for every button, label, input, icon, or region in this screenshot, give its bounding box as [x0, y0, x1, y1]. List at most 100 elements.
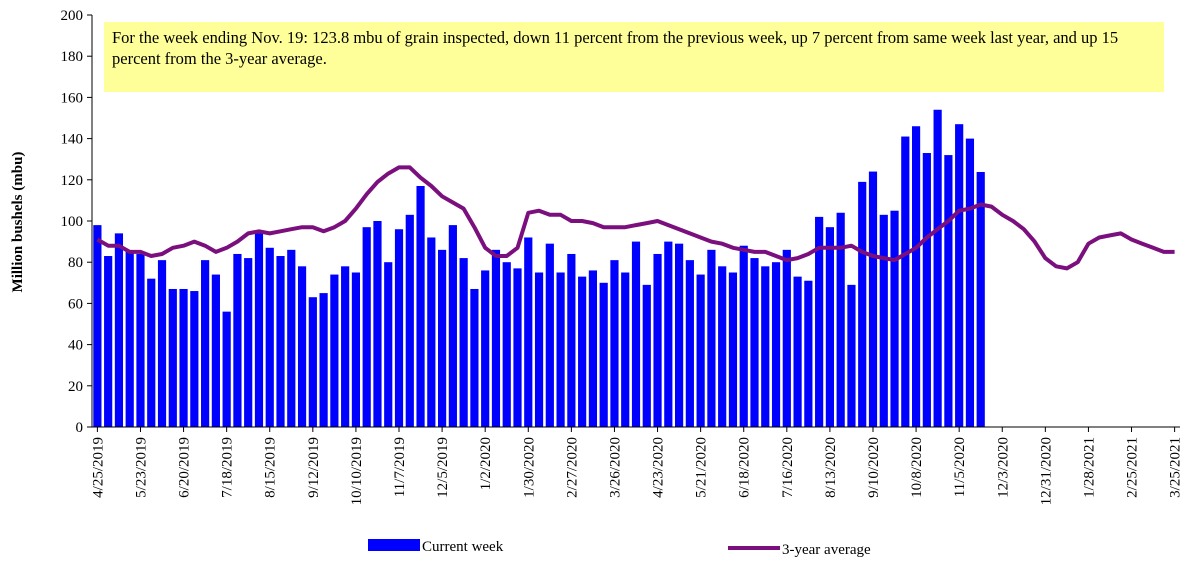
bar [157, 260, 167, 427]
bar [868, 171, 878, 427]
bar [351, 272, 361, 427]
bar [750, 258, 759, 427]
x-tick-label: 8/13/2020 [823, 437, 839, 498]
bar [944, 155, 953, 427]
bar [793, 276, 802, 427]
x-tick-label: 1/2/2020 [478, 437, 494, 490]
bar [394, 229, 404, 427]
bar [761, 266, 770, 427]
x-tick-label: 10/10/2019 [349, 437, 365, 505]
bar [341, 266, 350, 427]
bar [297, 266, 307, 427]
bar [707, 249, 716, 427]
bar [631, 241, 641, 427]
bar [222, 311, 231, 427]
bar [955, 124, 964, 428]
bar [179, 288, 188, 427]
bar [190, 291, 199, 427]
x-tick-label: 5/21/2020 [694, 437, 710, 498]
bar [739, 245, 748, 427]
bar [718, 266, 727, 427]
x-tick-label: 5/23/2019 [133, 437, 149, 498]
legend-label: 3-year average [782, 542, 871, 558]
bar [890, 210, 899, 427]
bar [265, 247, 274, 427]
bar [804, 280, 813, 427]
bar [125, 251, 134, 427]
y-tick-label: 160 [61, 90, 84, 106]
bar [588, 270, 598, 427]
bar [448, 225, 457, 427]
x-tick-label: 12/3/2020 [995, 437, 1011, 498]
bar [599, 282, 608, 427]
x-tick-label: 10/8/2020 [909, 437, 925, 498]
bar [114, 233, 124, 427]
bar [287, 249, 296, 427]
x-tick-label: 3/25/2021 [1168, 437, 1184, 498]
x-tick-label: 6/18/2020 [737, 437, 753, 498]
bar [567, 253, 576, 427]
y-tick-label: 180 [61, 49, 84, 65]
bar [815, 216, 824, 427]
y-tick-label: 20 [68, 379, 83, 395]
bar [254, 233, 264, 427]
bar [244, 258, 253, 427]
x-tick-label: 2/25/2021 [1125, 437, 1141, 498]
bar [976, 171, 985, 427]
y-axis-label: Million bushels (mbu) [10, 152, 26, 293]
bar [771, 262, 781, 427]
bar [933, 109, 942, 427]
y-tick-label: 40 [68, 338, 83, 354]
x-tick-label: 11/5/2020 [952, 437, 968, 497]
y-tick-label: 120 [61, 173, 84, 189]
x-tick-label: 4/23/2020 [651, 437, 667, 498]
bar [642, 284, 651, 427]
bar [491, 249, 501, 427]
bar [545, 243, 554, 427]
bar [653, 253, 662, 427]
bar [201, 260, 210, 427]
bar [373, 221, 382, 427]
bar [610, 260, 619, 427]
bar [621, 272, 630, 427]
bar [578, 276, 587, 427]
bar [405, 214, 414, 427]
bar [534, 272, 544, 427]
bar [911, 126, 921, 428]
bar [416, 185, 425, 427]
bar [825, 227, 834, 427]
x-tick-label: 3/26/2020 [607, 437, 623, 498]
bar [481, 270, 490, 427]
x-tick-label: 9/10/2020 [866, 437, 882, 498]
bar [104, 256, 113, 427]
x-tick-label: 1/30/2020 [521, 437, 537, 498]
x-tick-label: 4/25/2019 [90, 437, 106, 498]
bar [427, 237, 436, 427]
bar [168, 288, 177, 427]
x-tick-label: 12/31/2020 [1038, 437, 1054, 505]
bar [858, 181, 867, 427]
line [96, 165, 1175, 271]
bar [136, 253, 145, 427]
bar [276, 256, 285, 427]
bar [384, 262, 393, 427]
bar [556, 272, 565, 427]
bar [879, 214, 888, 427]
y-tick-label: 80 [68, 255, 83, 271]
bar [922, 153, 931, 427]
bar [93, 225, 102, 427]
bar [459, 258, 468, 427]
x-tick-label: 12/5/2019 [435, 437, 451, 498]
x-tick-label: 11/7/2019 [392, 437, 408, 497]
bar [233, 253, 242, 427]
bar [308, 297, 317, 427]
bar [513, 268, 522, 427]
y-tick-label: 140 [61, 132, 84, 148]
bar [524, 237, 533, 427]
y-tick-label: 200 [61, 8, 84, 24]
bar [674, 243, 684, 427]
y-tick-label: 0 [76, 420, 84, 436]
legend-swatch [368, 539, 420, 551]
